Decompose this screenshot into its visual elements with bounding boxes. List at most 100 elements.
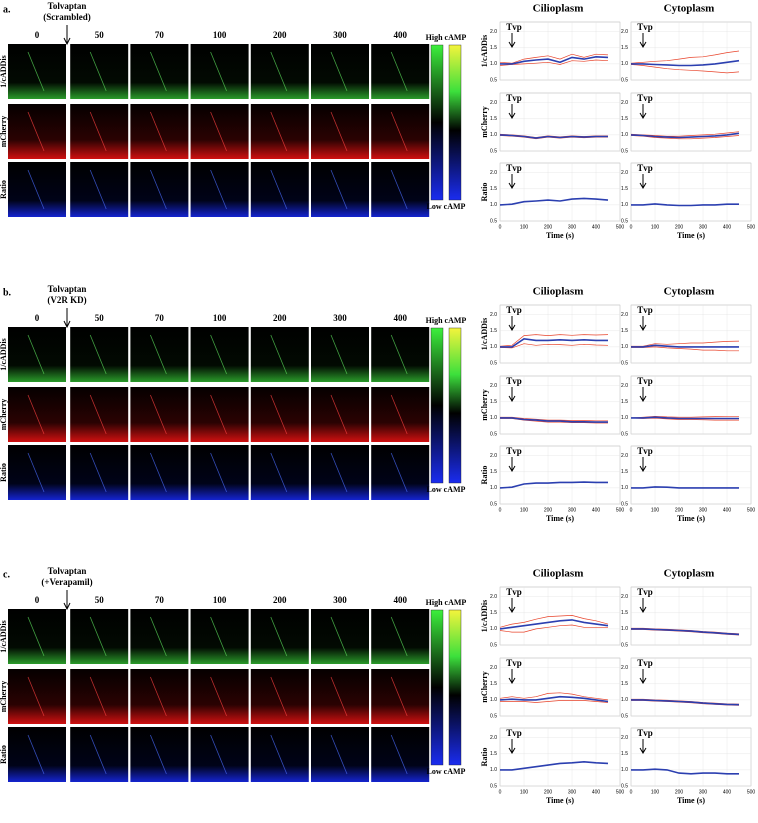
cilium xyxy=(270,334,288,375)
cilium xyxy=(330,734,348,775)
x-tick-label: 100 xyxy=(651,224,660,230)
time-label: 50 xyxy=(95,595,105,605)
cilium xyxy=(210,334,227,375)
cilium xyxy=(390,676,408,717)
cilium xyxy=(27,169,45,210)
data-line xyxy=(499,619,609,630)
column-title: Cytoplasm xyxy=(664,568,715,580)
cilium xyxy=(150,676,167,717)
time-label: 0 xyxy=(35,313,40,323)
y-tick-label: 0.5 xyxy=(490,77,497,83)
micrograph xyxy=(70,162,129,217)
annotation-arrow xyxy=(508,104,516,119)
data-line xyxy=(631,203,739,207)
micrograph xyxy=(311,44,369,99)
data-line xyxy=(631,59,740,67)
micrograph xyxy=(70,44,129,99)
annotation-arrow xyxy=(639,739,647,754)
micrograph xyxy=(371,44,430,99)
condition: (Scrambled) xyxy=(43,12,91,22)
colorbar xyxy=(448,327,462,484)
micrograph xyxy=(8,727,66,782)
micrograph xyxy=(130,327,189,382)
annotation: Tvp xyxy=(506,446,522,456)
cilium xyxy=(150,111,167,152)
y-tick-label: 0.5 xyxy=(490,713,497,719)
data-line xyxy=(499,481,608,489)
micrograph xyxy=(250,445,309,500)
stimulus: Tolvaptan xyxy=(48,284,87,294)
micrograph xyxy=(190,669,249,724)
micrograph xyxy=(311,162,369,217)
cilium xyxy=(150,334,167,375)
micrograph xyxy=(70,609,129,664)
row-label: 1/cADDis xyxy=(0,338,8,370)
micrograph xyxy=(311,387,369,442)
cilium xyxy=(89,334,107,375)
y-tick-label: 0.5 xyxy=(490,148,497,154)
x-tick-label: 100 xyxy=(651,507,660,513)
data-line xyxy=(499,615,609,628)
time-label: 0 xyxy=(35,30,40,40)
time-label: 50 xyxy=(95,313,105,323)
y-tick-label: 1.5 xyxy=(490,610,497,616)
y-tick-label: 0.5 xyxy=(490,783,497,789)
panel: c. Tolvaptan(+Verapamil)0 50 70 100 200 300 400… xyxy=(0,566,755,805)
y-tick-label: 0.5 xyxy=(490,431,497,437)
colorbar xyxy=(430,44,444,201)
time-label: 70 xyxy=(155,595,165,605)
y-tick-label: 1.5 xyxy=(490,45,497,51)
micrograph xyxy=(311,445,369,500)
micrograph xyxy=(70,327,129,382)
y-tick-label: 2.0 xyxy=(621,383,628,389)
cilium xyxy=(27,111,45,152)
column-title: Cytoplasm xyxy=(664,3,715,15)
micrograph xyxy=(250,44,309,99)
data-line xyxy=(630,132,740,139)
cilium xyxy=(210,394,227,435)
micrograph xyxy=(190,445,249,500)
row-label: 1/cADDis xyxy=(0,55,8,87)
annotation: Tvp xyxy=(506,587,522,597)
micrograph xyxy=(130,727,189,782)
micrograph xyxy=(8,669,66,724)
y-tick-label: 1.0 xyxy=(621,767,628,773)
y-tick-label: 0.5 xyxy=(490,218,497,224)
annotation: Tvp xyxy=(637,658,653,668)
micrograph xyxy=(130,387,189,442)
data-line xyxy=(631,699,740,706)
y-tick-label: 1.0 xyxy=(621,485,628,491)
data-line xyxy=(630,64,740,74)
cilium xyxy=(390,334,408,375)
x-tick-label: 400 xyxy=(723,224,732,230)
y-tick-label: 1.0 xyxy=(490,344,497,350)
data-line xyxy=(631,486,739,489)
y-tick-label: 2.0 xyxy=(621,100,628,106)
micrograph xyxy=(190,44,249,99)
cilium xyxy=(270,51,288,92)
time-label: 100 xyxy=(213,595,227,605)
data-line xyxy=(631,344,739,348)
x-tick-label: 100 xyxy=(520,789,529,795)
cilium xyxy=(330,452,348,493)
colorbar-high: High cAMP xyxy=(426,33,467,42)
micrograph xyxy=(371,609,430,664)
y-tick-label: 2.0 xyxy=(490,312,497,318)
micrograph xyxy=(70,387,129,442)
y-tick-label: 1.0 xyxy=(490,415,497,421)
y-tick-label: 1.0 xyxy=(490,767,497,773)
cilium xyxy=(270,394,288,435)
micrograph xyxy=(250,669,309,724)
x-tick-label: 500 xyxy=(747,507,756,513)
panel-label: c. xyxy=(3,569,10,580)
cilium xyxy=(330,51,348,92)
y-tick-label: 1.5 xyxy=(490,399,497,405)
x-tick-label: 200 xyxy=(675,789,684,795)
micrograph xyxy=(70,445,129,500)
micrograph xyxy=(371,727,430,782)
cilium xyxy=(89,734,107,775)
micrograph xyxy=(371,327,430,382)
micrograph xyxy=(130,44,189,99)
y-tick-label: 1.5 xyxy=(490,116,497,122)
annotation: Tvp xyxy=(637,587,653,597)
